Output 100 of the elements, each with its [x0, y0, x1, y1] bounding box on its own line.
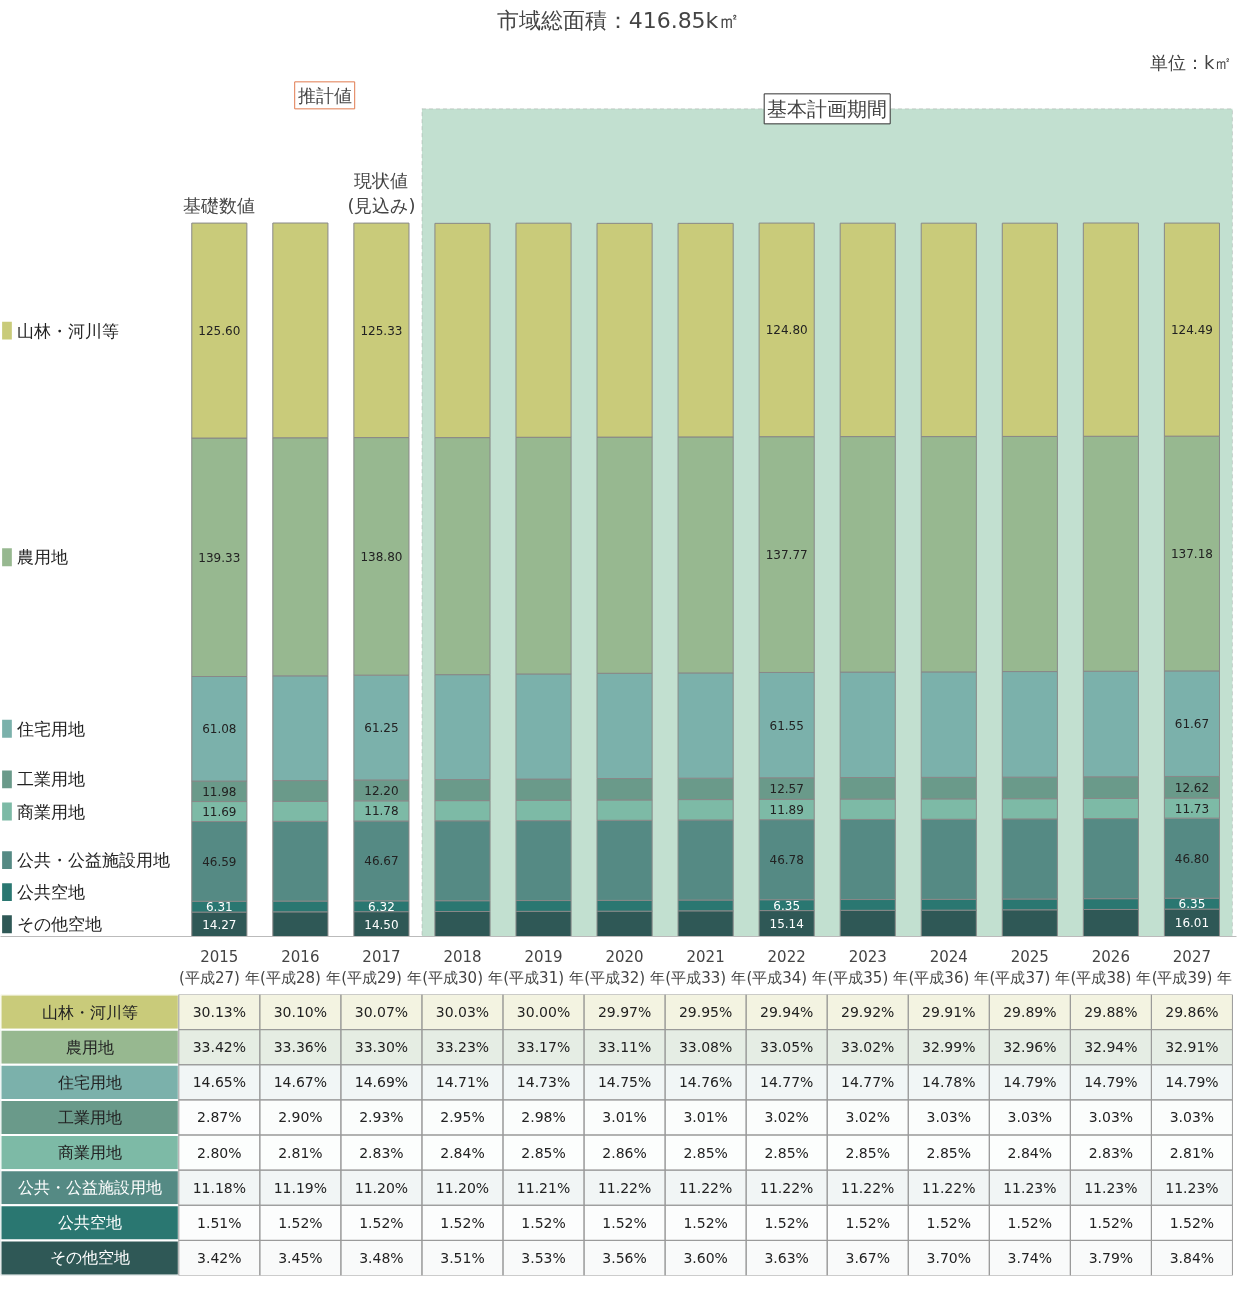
- data-label: 33.11%: [597, 1039, 652, 1056]
- data-label: 1.52%: [926, 1214, 972, 1231]
- data-label: 2.84%: [440, 1144, 485, 1161]
- category-label: 住宅用地: [57, 1072, 122, 1092]
- legend-label: その他空地: [16, 914, 102, 935]
- data-label: 1.52%: [1169, 1214, 1215, 1231]
- legend-label: 商業用地: [16, 801, 85, 822]
- data-label: 137.77: [765, 548, 808, 563]
- data-label: 29.89%: [1003, 1004, 1057, 1021]
- category-label: 農用地: [65, 1037, 114, 1057]
- data-label: 3.70%: [926, 1249, 972, 1266]
- data-label: 2.85%: [926, 1144, 972, 1161]
- data-label: 3.63%: [764, 1249, 809, 1266]
- data-label: 46.67: [364, 854, 399, 869]
- data-label: 14.50: [364, 917, 399, 932]
- legend-label: 公共・公益施設用地: [16, 850, 170, 871]
- data-label: 61.08: [202, 722, 237, 737]
- data-label: 137.18: [1170, 547, 1213, 562]
- data-label: 124.49: [1170, 323, 1213, 338]
- category-label: 公共空地: [57, 1213, 122, 1233]
- data-label: 30.03%: [435, 1004, 490, 1021]
- data-label: 11.22%: [922, 1179, 976, 1196]
- data-label: 2.84%: [1007, 1144, 1053, 1161]
- data-label: 2.85%: [521, 1144, 566, 1161]
- data-label: 33.17%: [516, 1039, 571, 1056]
- data-label: 61.55: [769, 718, 804, 733]
- legend-label: 公共空地: [16, 882, 85, 903]
- data-label: 14.73%: [516, 1074, 571, 1091]
- text: 推計値: [297, 84, 352, 106]
- data-label: 11.23%: [1003, 1179, 1057, 1196]
- data-label: 14.67%: [273, 1074, 328, 1091]
- data-label: 2.81%: [1169, 1144, 1215, 1161]
- legend-label: 工業用地: [16, 769, 85, 790]
- data-label: 11.23%: [1165, 1179, 1219, 1196]
- data-label: 32.91%: [1165, 1039, 1219, 1056]
- data-label: 32.96%: [1003, 1039, 1057, 1056]
- x-tick-label: 2015 (平成27) 年: [179, 947, 260, 988]
- data-label: 3.67%: [845, 1249, 890, 1266]
- data-label: 3.03%: [1007, 1109, 1053, 1126]
- data-label: 2.83%: [1088, 1144, 1134, 1161]
- category-label: 工業用地: [57, 1107, 122, 1127]
- data-label: 11.22%: [678, 1179, 733, 1196]
- data-label: 11.22%: [841, 1179, 895, 1196]
- data-label: 2.80%: [197, 1144, 242, 1161]
- data-label: 2.83%: [359, 1144, 404, 1161]
- data-label: 46.80: [1174, 851, 1210, 866]
- data-label: 11.78: [364, 804, 399, 819]
- x-tick-label: 2027 (平成39) 年: [1151, 947, 1233, 988]
- x-tick-label: 2023 (平成35) 年: [827, 947, 909, 988]
- data-label: 6.35: [773, 898, 801, 913]
- legend-label: 住宅用地: [15, 718, 85, 739]
- data-label: 11.19%: [273, 1179, 328, 1196]
- data-label: 3.53%: [521, 1249, 566, 1266]
- data-label: 14.77%: [841, 1074, 895, 1091]
- data-label: 125.60: [198, 324, 241, 339]
- x-tick-label: 2020 (平成32) 年: [584, 947, 665, 988]
- data-label: 1.52%: [278, 1214, 323, 1231]
- data-label: 3.03%: [926, 1109, 972, 1126]
- data-label: 2.98%: [521, 1109, 566, 1126]
- data-label: 125.33: [360, 323, 403, 338]
- data-label: 29.88%: [1084, 1004, 1138, 1021]
- data-label: 12.57: [769, 782, 804, 797]
- category-label: 山林・河川等: [41, 1002, 138, 1022]
- chart-title: 市域総面積：416.85k㎡: [496, 7, 741, 33]
- data-label: 11.22%: [597, 1179, 652, 1196]
- data-label: 30.13%: [192, 1004, 247, 1021]
- data-label: 2.95%: [440, 1109, 485, 1126]
- data-label: 14.65%: [192, 1074, 247, 1091]
- data-label: 139.33: [198, 550, 241, 565]
- data-label: 11.98: [202, 784, 237, 799]
- data-label: 30.00%: [516, 1004, 571, 1021]
- data-label: 30.10%: [273, 1004, 328, 1021]
- data-label: 2.86%: [602, 1144, 647, 1161]
- data-label: 12.20: [364, 783, 399, 798]
- data-label: 12.62: [1174, 780, 1210, 795]
- data-label: 2.85%: [845, 1144, 890, 1161]
- data-label: 14.71%: [435, 1074, 490, 1091]
- data-label: 33.36%: [273, 1039, 328, 1056]
- data-label: 33.42%: [192, 1039, 247, 1056]
- data-label: 11.23%: [1084, 1179, 1138, 1196]
- text: 現状値 (見込み): [347, 169, 416, 216]
- data-label: 3.74%: [1007, 1249, 1053, 1266]
- data-label: 11.18%: [192, 1179, 247, 1196]
- data-label: 30.07%: [354, 1004, 409, 1021]
- data-label: 33.05%: [759, 1039, 814, 1056]
- x-tick-label: 2017 (平成29) 年: [341, 947, 422, 988]
- data-label: 6.35: [1178, 897, 1206, 912]
- data-label: 1.52%: [1007, 1214, 1053, 1231]
- data-label: 46.59: [202, 854, 237, 869]
- data-label: 61.25: [364, 721, 399, 736]
- data-label: 33.23%: [435, 1039, 490, 1056]
- data-label: 11.89: [769, 802, 804, 817]
- data-label: 32.94%: [1084, 1039, 1138, 1056]
- data-label: 1.52%: [440, 1214, 485, 1231]
- data-label: 1.52%: [764, 1214, 809, 1231]
- data-label: 14.79%: [1003, 1074, 1057, 1091]
- data-label: 11.69: [202, 805, 237, 820]
- data-label: 3.60%: [683, 1249, 728, 1266]
- data-label: 2.85%: [683, 1144, 728, 1161]
- data-label: 3.02%: [845, 1109, 890, 1126]
